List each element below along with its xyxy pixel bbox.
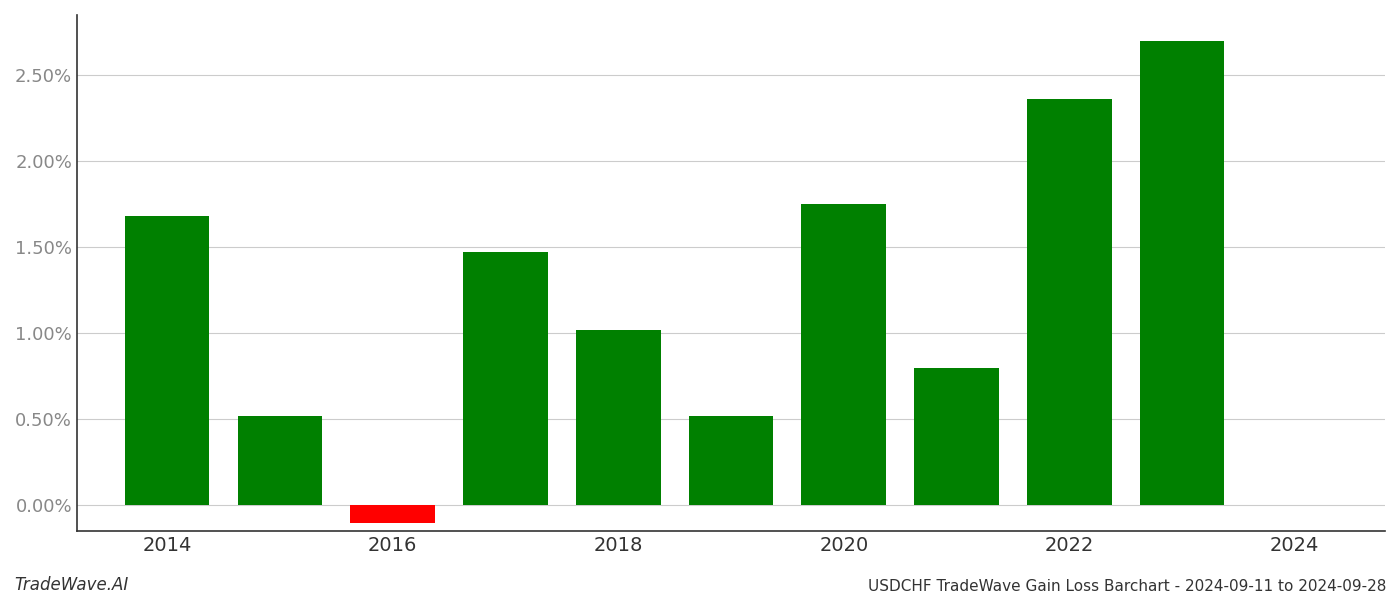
Text: USDCHF TradeWave Gain Loss Barchart - 2024-09-11 to 2024-09-28: USDCHF TradeWave Gain Loss Barchart - 20… [868, 579, 1386, 594]
Bar [1140, 41, 1225, 505]
Bar [350, 505, 435, 523]
Bar [1028, 100, 1112, 505]
Bar [125, 216, 210, 505]
Bar [801, 204, 886, 505]
Bar [689, 416, 773, 505]
Text: TradeWave.AI: TradeWave.AI [14, 576, 129, 594]
Bar [575, 330, 661, 505]
Bar [463, 253, 547, 505]
Bar [238, 416, 322, 505]
Bar [914, 368, 998, 505]
